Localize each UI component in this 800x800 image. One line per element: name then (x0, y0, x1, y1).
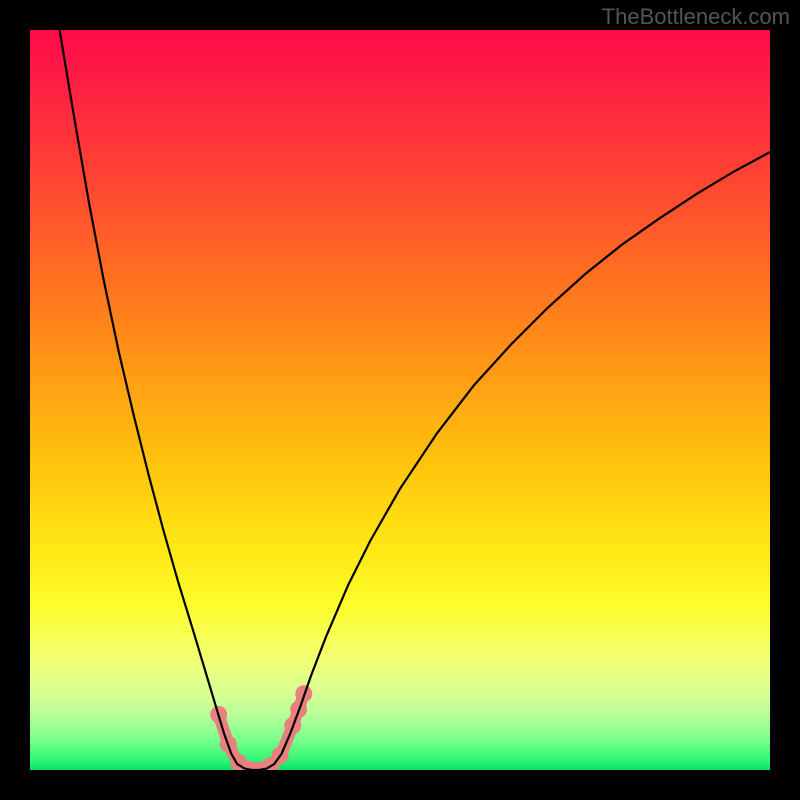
chart-svg (30, 30, 770, 770)
chart-background (30, 30, 770, 770)
watermark-text: TheBottleneck.com (602, 4, 790, 30)
bottleneck-chart (30, 30, 770, 770)
